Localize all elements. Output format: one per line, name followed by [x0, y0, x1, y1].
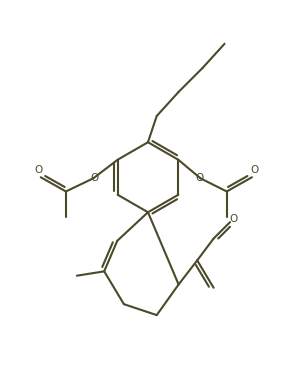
- Text: O: O: [250, 164, 258, 174]
- Text: O: O: [90, 173, 99, 183]
- Text: O: O: [34, 164, 43, 174]
- Text: O: O: [229, 214, 237, 224]
- Text: O: O: [195, 173, 203, 183]
